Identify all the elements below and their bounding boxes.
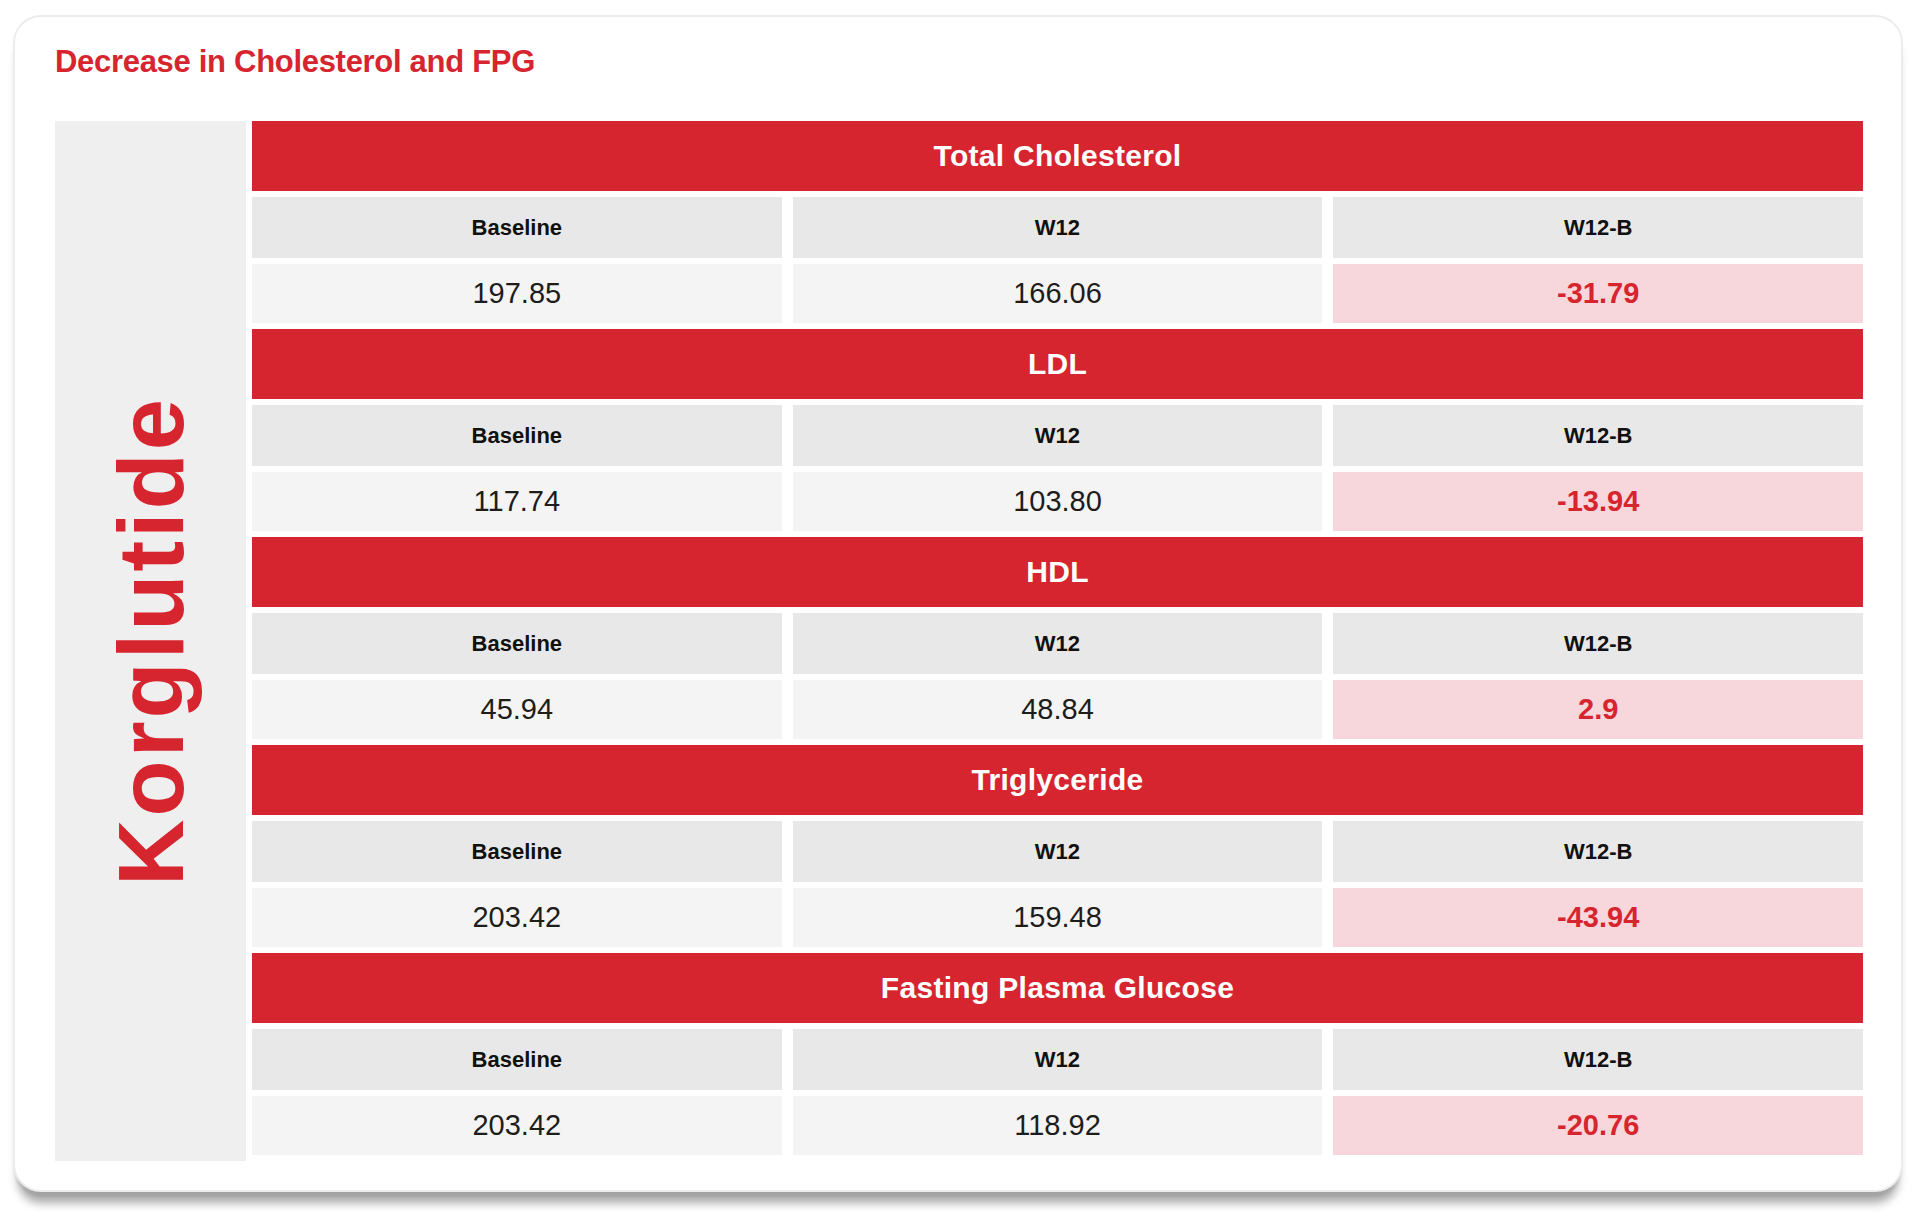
section-header-total-cholesterol: Total Cholesterol: [252, 121, 1863, 191]
content-area: Korglutide Total Cholesterol Baseline W1…: [55, 121, 1863, 1155]
column-header-w12-b: W12-B: [1333, 197, 1863, 258]
column-header-row: Baseline W12 W12-B: [252, 821, 1863, 882]
value-cell-w12: 48.84: [793, 680, 1323, 739]
value-cell-w12: 118.92: [793, 1096, 1323, 1155]
value-cell-baseline: 197.85: [252, 264, 782, 323]
section-hdl: HDL Baseline W12 W12-B 45.94 48.84 2.9: [252, 537, 1863, 739]
section-fasting-plasma-glucose: Fasting Plasma Glucose Baseline W12 W12-…: [252, 953, 1863, 1155]
value-row: 203.42 118.92 -20.76: [252, 1096, 1863, 1155]
section-triglyceride: Triglyceride Baseline W12 W12-B 203.42 1…: [252, 745, 1863, 947]
column-header-row: Baseline W12 W12-B: [252, 405, 1863, 466]
column-header-w12-b: W12-B: [1333, 1029, 1863, 1090]
value-cell-baseline: 117.74: [252, 472, 782, 531]
section-header-triglyceride: Triglyceride: [252, 745, 1863, 815]
drug-name-vertical-label: Korglutide: [105, 396, 197, 886]
value-cell-w12: 166.06: [793, 264, 1323, 323]
value-row: 203.42 159.48 -43.94: [252, 888, 1863, 947]
column-header-row: Baseline W12 W12-B: [252, 613, 1863, 674]
column-header-baseline: Baseline: [252, 613, 782, 674]
section-total-cholesterol: Total Cholesterol Baseline W12 W12-B 197…: [252, 121, 1863, 323]
column-header-w12-b: W12-B: [1333, 613, 1863, 674]
column-header-w12: W12: [793, 613, 1323, 674]
value-cell-baseline: 45.94: [252, 680, 782, 739]
column-header-w12-b: W12-B: [1333, 405, 1863, 466]
value-row: 45.94 48.84 2.9: [252, 680, 1863, 739]
section-header-hdl: HDL: [252, 537, 1863, 607]
page-title: Decrease in Cholesterol and FPG: [55, 44, 535, 80]
drug-label-column: Korglutide: [55, 121, 246, 1161]
value-cell-baseline: 203.42: [252, 1096, 782, 1155]
section-header-fasting-plasma-glucose: Fasting Plasma Glucose: [252, 953, 1863, 1023]
column-header-row: Baseline W12 W12-B: [252, 197, 1863, 258]
column-header-w12: W12: [793, 821, 1323, 882]
column-header-baseline: Baseline: [252, 405, 782, 466]
column-header-w12: W12: [793, 197, 1323, 258]
column-header-baseline: Baseline: [252, 821, 782, 882]
value-cell-w12-b: -43.94: [1333, 888, 1863, 947]
value-cell-w12-b: 2.9: [1333, 680, 1863, 739]
column-header-baseline: Baseline: [252, 197, 782, 258]
section-header-ldl: LDL: [252, 329, 1863, 399]
value-row: 117.74 103.80 -13.94: [252, 472, 1863, 531]
value-cell-w12-b: -13.94: [1333, 472, 1863, 531]
value-cell-w12: 103.80: [793, 472, 1323, 531]
card: Decrease in Cholesterol and FPG Korgluti…: [13, 15, 1903, 1192]
value-cell-w12-b: -20.76: [1333, 1096, 1863, 1155]
value-cell-w12: 159.48: [793, 888, 1323, 947]
value-cell-w12-b: -31.79: [1333, 264, 1863, 323]
column-header-w12: W12: [793, 1029, 1323, 1090]
section-ldl: LDL Baseline W12 W12-B 117.74 103.80 -13…: [252, 329, 1863, 531]
column-header-row: Baseline W12 W12-B: [252, 1029, 1863, 1090]
column-header-w12: W12: [793, 405, 1323, 466]
column-header-baseline: Baseline: [252, 1029, 782, 1090]
value-cell-baseline: 203.42: [252, 888, 782, 947]
results-table: Total Cholesterol Baseline W12 W12-B 197…: [252, 121, 1863, 1161]
column-header-w12-b: W12-B: [1333, 821, 1863, 882]
value-row: 197.85 166.06 -31.79: [252, 264, 1863, 323]
